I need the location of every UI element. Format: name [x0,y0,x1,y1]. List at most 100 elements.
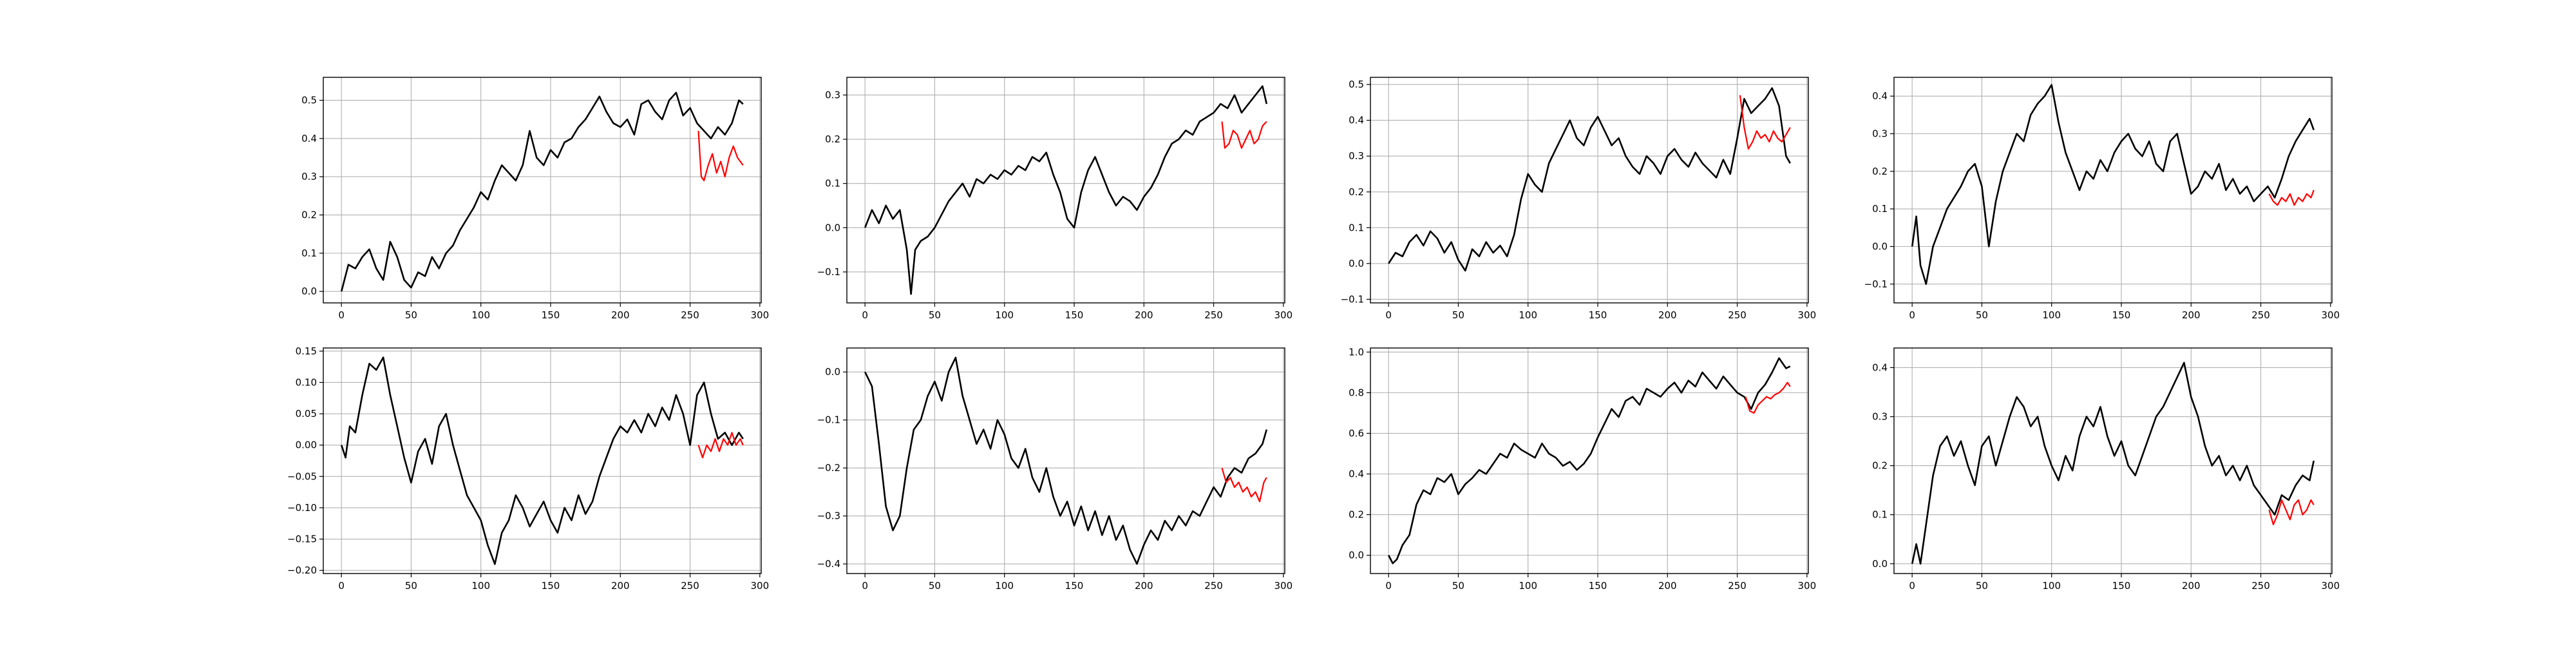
x-tick-label: 300 [1274,309,1293,321]
x-tick-label: 100 [1519,309,1537,321]
y-tick-label: 0.0 [825,366,840,378]
x-tick-label: 50 [405,580,417,592]
y-tick-label: 0.8 [1349,387,1364,398]
y-tick-label: 0.2 [1349,186,1364,198]
x-tick-label: 200 [1658,309,1677,321]
y-tick-label: 0.3 [1872,128,1888,140]
x-tick-label: 0 [862,309,868,321]
x-tick-label: 200 [611,309,630,321]
x-tick-label: 150 [1589,580,1607,592]
y-tick-label: 0.3 [1349,150,1364,162]
x-tick-label: 250 [1204,309,1223,321]
subplot-6: 0 50 100 150 200 250 300 −0.4 −0.3 −0.2 −0.1 0.0 [817,347,1293,592]
forecast-line [1739,95,1791,150]
y-tick-label: 0.2 [825,133,840,145]
x-tick-label: 150 [2112,580,2131,592]
x-tick-label: 250 [681,580,699,592]
y-tick-label: 0.15 [296,345,317,357]
y-tick-label: 0.0 [1872,558,1888,570]
x-tick-label: 200 [611,580,630,592]
y-tick-label: 0.1 [1872,203,1888,215]
subplot-5: 0 50 100 150 200 250 300 −0.20 −0.15 −0.10 −0.05 0.… [287,345,769,592]
y-tick-label: 0.5 [1349,79,1364,90]
x-tick-label: 250 [1204,580,1223,592]
x-tick-label: 300 [1274,580,1293,592]
y-tick-label: −0.4 [817,558,840,570]
forecast-line [1745,381,1791,414]
x-tick-label: 150 [1065,309,1084,321]
y-tick-label: −0.05 [287,470,317,482]
x-tick-label: 250 [2251,580,2270,592]
x-tick-label: 50 [1976,309,1988,321]
x-tick-label: 50 [1452,580,1464,592]
x-tick-label: 0 [1909,580,1915,592]
y-tick-label: 0.0 [301,285,317,297]
x-tick-label: 300 [751,580,770,592]
x-tick-label: 0 [338,309,345,321]
x-tick-label: 100 [995,580,1014,592]
subplot-4: 0 50 100 150 200 250 300 −0.1 0.0 0.1 0.2 0.3 0.4 [1864,77,2340,321]
y-tick-label: 0.4 [1872,90,1888,102]
forecast-line [697,131,744,182]
y-tick-label: 0.3 [825,89,840,101]
y-tick-label: 0.1 [301,247,317,259]
subplot-1: 0 50 100 150 200 250 300 0.0 0.1 0.2 0.3 0.4 0.5 [301,77,769,321]
y-tick-label: 0.5 [301,95,317,106]
x-tick-label: 200 [2182,580,2201,592]
history-line [864,85,1268,295]
axes-frame [1370,347,1809,574]
x-tick-label: 0 [1385,580,1392,592]
y-tick-label: 0.10 [296,376,317,388]
axes-frame [1893,77,2333,304]
y-tick-label: 0.0 [1349,550,1364,561]
x-tick-label: 300 [2322,580,2340,592]
x-tick-label: 150 [1065,580,1084,592]
subplot-8: 0 50 100 150 200 250 300 0.0 0.1 0.2 0.3 0.4 [1872,347,2340,592]
y-tick-label: −0.1 [817,266,840,278]
y-tick-label: 0.4 [301,133,317,144]
x-tick-label: 150 [542,309,560,321]
x-tick-label: 200 [2182,309,2201,321]
forecast-line [1221,467,1267,503]
history-line [1388,357,1791,565]
y-tick-label: 0.2 [1872,166,1888,177]
history-line [1911,84,2315,285]
history-line [340,356,744,565]
x-tick-label: 100 [2042,309,2061,321]
y-tick-label: 0.4 [1349,468,1364,479]
y-tick-label: −0.1 [817,414,840,426]
x-tick-label: 250 [2251,309,2270,321]
x-tick-label: 300 [1798,580,1817,592]
history-line [1388,87,1791,272]
x-tick-label: 0 [338,580,345,592]
forecast-line [697,432,744,459]
x-tick-label: 200 [1135,309,1153,321]
x-tick-label: 50 [929,309,941,321]
x-tick-label: 250 [1728,309,1747,321]
axes-frame [1893,347,2333,574]
y-tick-label: 0.3 [301,171,317,182]
y-tick-label: 0.2 [301,209,317,221]
x-tick-label: 100 [471,580,490,592]
x-tick-label: 100 [471,309,490,321]
y-tick-label: 0.4 [1872,362,1888,373]
y-tick-label: 0.0 [1872,241,1888,253]
y-tick-label: 0.05 [296,408,317,420]
subplot-2: 0 50 100 150 200 250 300 −0.1 0.0 0.1 0.2 0.3 [817,77,1293,321]
x-tick-label: 300 [1798,309,1817,321]
subplot-7: 0 50 100 150 200 250 300 0.0 0.2 0.4 0.6 0.8 1.0 [1349,346,1816,592]
x-tick-label: 300 [2322,309,2340,321]
y-tick-label: 0.00 [296,439,317,451]
axes-frame [323,77,762,304]
history-line [864,356,1268,565]
axes-frame [323,347,762,574]
x-tick-label: 150 [542,580,560,592]
x-tick-label: 250 [681,309,699,321]
axes-frame [1370,77,1809,304]
y-tick-label: −0.1 [1341,293,1364,305]
x-tick-label: 50 [929,580,941,592]
y-tick-label: 0.1 [1872,509,1888,521]
y-tick-label: 0.0 [825,222,840,233]
